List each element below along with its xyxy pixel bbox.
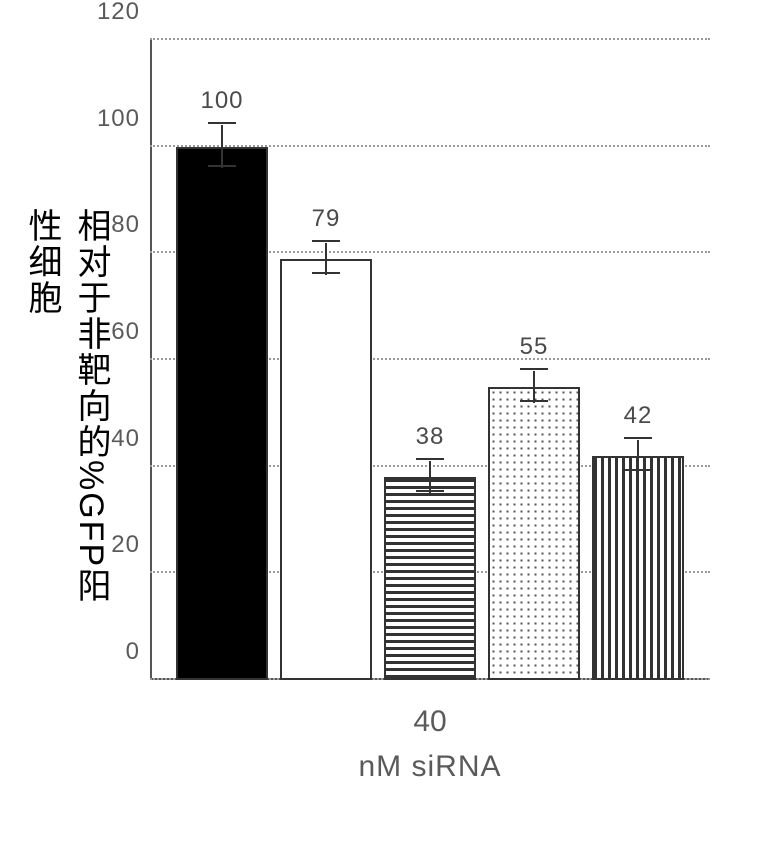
y-tick-label: 100 xyxy=(97,105,150,133)
bar xyxy=(488,387,580,680)
bar xyxy=(384,477,476,680)
error-bar xyxy=(637,440,639,472)
plot-area: 02040608010012010079385542 xyxy=(150,40,710,680)
x-axis-label: nM siRNA xyxy=(358,750,501,784)
error-bar xyxy=(221,125,223,168)
error-bar xyxy=(325,243,327,275)
error-cap xyxy=(312,272,340,274)
y-tick-label: 40 xyxy=(111,425,150,453)
x-category-label: 40 xyxy=(413,705,446,739)
error-bar xyxy=(533,371,535,403)
error-bar xyxy=(429,461,431,493)
chart-figure: 相对于非靶向的%GFP阳性细胞 0 20 40 60 80 100 120 100 79 38 55… xyxy=(0,0,778,844)
y-tick-label: 60 xyxy=(111,318,150,346)
error-cap xyxy=(416,490,444,492)
error-cap xyxy=(416,458,444,460)
bar-value-label: 55 xyxy=(484,333,584,361)
bar-value-label: 100 xyxy=(172,87,272,115)
bar xyxy=(280,259,372,680)
y-axis-label: 相对于非靶向的%GFP阳性细胞 xyxy=(18,208,116,632)
error-cap xyxy=(208,122,236,124)
bar-value-label: 42 xyxy=(588,402,688,430)
error-cap xyxy=(520,400,548,402)
error-cap xyxy=(208,165,236,167)
bar xyxy=(592,456,684,680)
bar xyxy=(176,147,268,680)
bar-value-label: 79 xyxy=(276,205,376,233)
error-cap xyxy=(312,240,340,242)
error-cap xyxy=(624,437,652,439)
y-tick-label: 20 xyxy=(111,531,150,559)
y-tick-label: 80 xyxy=(111,211,150,239)
bar-value-label: 38 xyxy=(380,423,480,451)
y-axis-line xyxy=(150,40,152,680)
y-tick-label: 120 xyxy=(97,0,150,26)
y-tick-label: 0 xyxy=(126,638,150,666)
error-cap xyxy=(520,368,548,370)
grid-line xyxy=(150,38,710,40)
error-cap xyxy=(624,469,652,471)
